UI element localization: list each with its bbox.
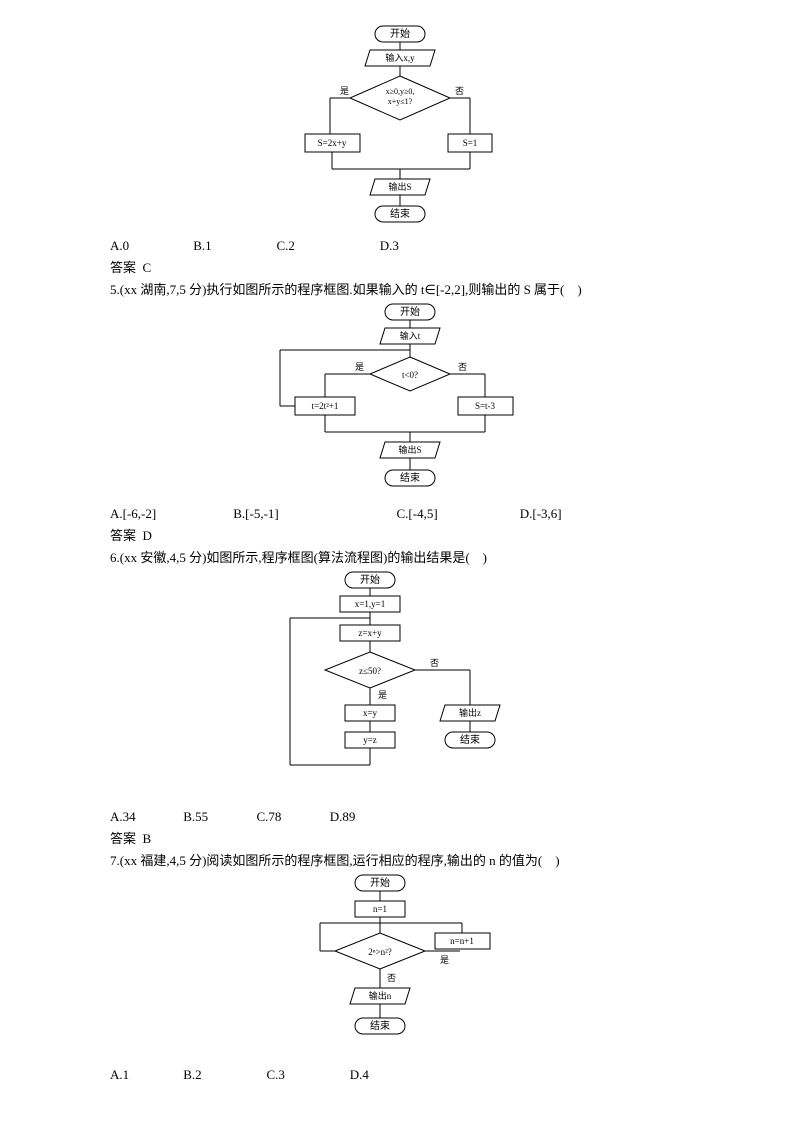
q5-options: A.[-6,-2] B.[-5,-1] C.[-4,5] D.[-3,6] xyxy=(110,506,690,522)
svg-text:开始: 开始 xyxy=(360,573,380,586)
svg-text:S=t-3: S=t-3 xyxy=(475,401,496,411)
q7-opt-a: A.1 xyxy=(110,1067,180,1083)
q4-opt-b: B.1 xyxy=(193,238,273,254)
q4-options: A.0 B.1 C.2 D.3 xyxy=(110,238,690,254)
svg-text:输出S: 输出S xyxy=(398,444,421,455)
svg-text:t=2t²+1: t=2t²+1 xyxy=(312,401,339,411)
q6-opt-d: D.89 xyxy=(330,809,356,825)
q6-stem: 6.(xx 安徽,4,5 分)如图所示,程序框图(算法流程图)的输出结果是( ) xyxy=(110,547,690,566)
svg-text:输入t: 输入t xyxy=(400,330,421,341)
page: 开始 输入x,y x≥0,y≥0, x+y≤1? 是 S=2x+y 否 xyxy=(0,0,800,1116)
svg-text:x≥0,y≥0,: x≥0,y≥0, xyxy=(386,87,415,96)
q7-stem: 7.(xx 福建,4,5 分)阅读如图所示的程序框图,运行相应的程序,输出的 n… xyxy=(110,850,690,869)
svg-text:是: 是 xyxy=(440,955,449,965)
q7-opt-d: D.4 xyxy=(350,1067,369,1083)
svg-text:n=n+1: n=n+1 xyxy=(450,936,474,946)
q5-stem: 5.(xx 湖南,7,5 分)执行如图所示的程序框图.如果输入的 t∈[-2,2… xyxy=(110,279,690,298)
svg-text:z≤50?: z≤50? xyxy=(359,666,381,676)
svg-text:x+y≤1?: x+y≤1? xyxy=(388,97,413,106)
q7-opt-b: B.2 xyxy=(183,1067,263,1083)
svg-text:y=z: y=z xyxy=(363,735,377,745)
q6-opt-c: C.78 xyxy=(257,809,327,825)
svg-text:t<0?: t<0? xyxy=(402,370,418,380)
q4-flowchart: 开始 输入x,y x≥0,y≥0, x+y≤1? 是 S=2x+y 否 xyxy=(110,24,690,234)
q5-opt-b: B.[-5,-1] xyxy=(233,506,393,522)
svg-text:S=1: S=1 xyxy=(463,138,478,148)
svg-text:否: 否 xyxy=(430,658,439,668)
svg-text:结束: 结束 xyxy=(460,733,480,746)
svg-text:结束: 结束 xyxy=(390,207,410,220)
svg-text:2ⁿ>n²?: 2ⁿ>n²? xyxy=(368,947,392,957)
svg-text:开始: 开始 xyxy=(370,876,390,889)
q5-flowchart: 开始 输入t t<0? 是 t=2t²+1 否 S=t-3 xyxy=(110,302,690,502)
svg-text:否: 否 xyxy=(458,362,467,372)
q5-opt-c: C.[-4,5] xyxy=(397,506,517,522)
svg-text:是: 是 xyxy=(378,690,387,700)
svg-text:是: 是 xyxy=(355,362,364,372)
svg-text:开始: 开始 xyxy=(390,27,410,40)
q4-opt-c: C.2 xyxy=(277,238,377,254)
svg-text:结束: 结束 xyxy=(400,471,420,484)
svg-text:输出S: 输出S xyxy=(388,181,411,192)
svg-text:开始: 开始 xyxy=(400,305,420,318)
svg-text:结束: 结束 xyxy=(370,1019,390,1032)
svg-text:z=x+y: z=x+y xyxy=(358,628,382,638)
q6-opt-a: A.34 xyxy=(110,809,180,825)
q6-opt-b: B.55 xyxy=(183,809,253,825)
q6-flowchart: 开始 x=1,y=1 z=x+y z≤50? 否 输出z 结束 xyxy=(110,570,690,805)
svg-text:S=2x+y: S=2x+y xyxy=(318,138,347,148)
q7-options: A.1 B.2 C.3 D.4 xyxy=(110,1067,690,1083)
svg-text:是: 是 xyxy=(340,86,349,96)
svg-text:输出n: 输出n xyxy=(369,990,392,1001)
svg-text:输出z: 输出z xyxy=(459,707,481,718)
q7-opt-c: C.3 xyxy=(267,1067,347,1083)
q5-opt-d: D.[-3,6] xyxy=(520,506,562,522)
svg-text:n=1: n=1 xyxy=(373,904,387,914)
q4-opt-d: D.3 xyxy=(380,238,399,254)
q4-opt-a: A.0 xyxy=(110,238,190,254)
svg-text:输入x,y: 输入x,y xyxy=(385,52,415,63)
q6-options: A.34 B.55 C.78 D.89 xyxy=(110,809,690,825)
q4-answer: 答案 C xyxy=(110,257,690,276)
q5-opt-a: A.[-6,-2] xyxy=(110,506,230,522)
q6-answer: 答案 B xyxy=(110,828,690,847)
svg-text:否: 否 xyxy=(455,86,464,96)
svg-text:x=1,y=1: x=1,y=1 xyxy=(355,599,385,609)
q7-flowchart: 开始 n=1 2ⁿ>n²? 是 n=n+1 否 输出n xyxy=(110,873,690,1063)
svg-text:x=y: x=y xyxy=(363,708,378,718)
svg-text:否: 否 xyxy=(387,973,396,983)
q5-answer: 答案 D xyxy=(110,525,690,544)
